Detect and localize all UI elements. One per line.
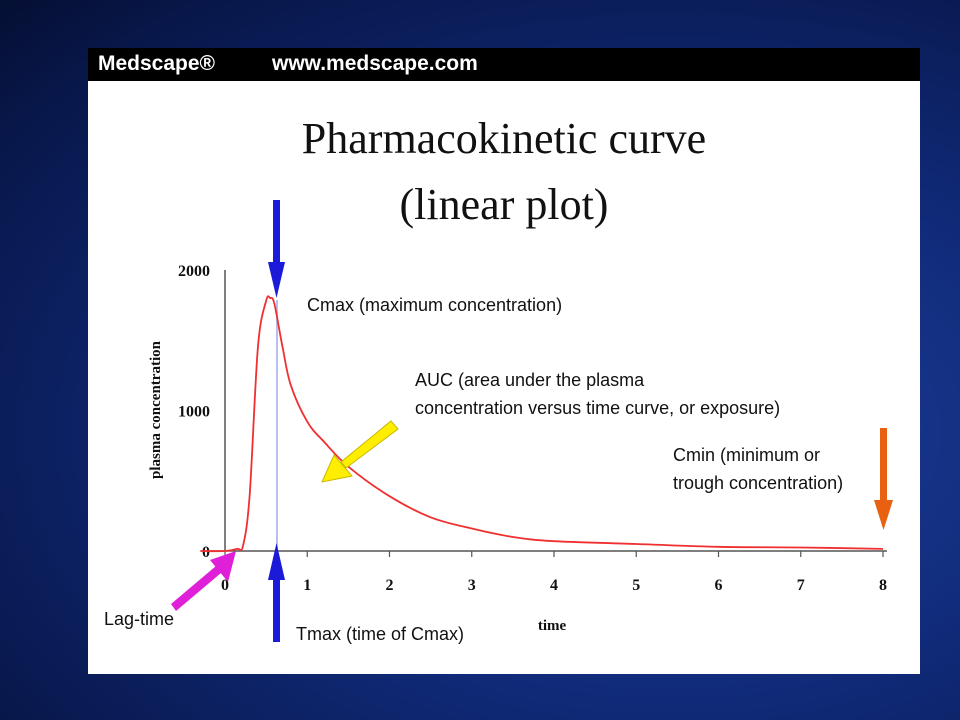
chart-title: Pharmacokinetic curve [301,114,707,163]
auc-arrow [321,420,399,483]
axes [210,270,887,552]
banner-url: www.medscape.com [272,52,478,75]
cmax-label: Cmax (maximum concentration) [307,295,562,315]
chart-subtitle: (linear plot) [399,180,609,229]
x-tick-label: 4 [550,577,558,594]
cmin-label-line2: trough concentration) [673,473,843,493]
brand-name: Medscape® [98,52,216,75]
x-tick-label: 2 [386,577,394,594]
cmax-arrow [268,200,285,298]
medscape-banner: Medscape® www.medscape.com [88,48,920,81]
auc-label-line1: AUC (area under the plasma [415,370,645,390]
cmin-label-line1: Cmin (minimum or [673,445,820,465]
y-tick-label: 2000 [178,263,210,280]
lag-time-label: Lag-time [104,609,174,629]
y-ticks: 0 1000 2000 [178,263,210,561]
x-axis-label: time [538,618,567,634]
y-tick-label: 1000 [178,404,210,421]
concentration-curve [200,295,884,553]
x-tick-label: 0 [221,577,229,594]
x-tick-label: 7 [797,577,805,594]
x-tick-label: 1 [303,577,311,594]
auc-label-line2: concentration versus time curve, or expo… [415,398,780,418]
tmax-label: Tmax (time of Cmax) [296,624,464,644]
cmin-arrow [874,428,893,530]
lag-time-arrow [171,551,236,611]
x-tick-label: 8 [879,577,887,594]
x-tick-label: 6 [715,577,723,594]
tmax-arrow [268,543,285,642]
x-ticks: 0 1 2 3 4 5 6 7 8 [221,551,887,594]
x-tick-label: 5 [632,577,640,594]
y-axis-label: plasma concentration [148,340,164,479]
y-tick-label: 0 [202,544,210,561]
x-tick-label: 3 [468,577,476,594]
